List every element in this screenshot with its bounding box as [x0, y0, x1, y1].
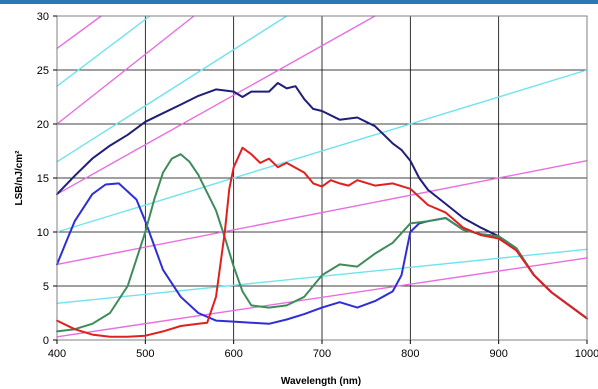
y-tick-label: 0	[43, 335, 49, 347]
y-tick-label: 25	[37, 65, 49, 77]
x-tick-label: 500	[136, 348, 154, 360]
reference-line-10	[56, 15, 288, 163]
x-tick-label: 600	[224, 348, 242, 360]
reference-line-7	[56, 159, 588, 266]
y-tick-label: 20	[37, 119, 49, 131]
y-axis-title: LSB/nJ/cm²	[14, 150, 25, 206]
series-layer	[56, 15, 588, 338]
reference-line-8	[56, 257, 588, 338]
x-tick-label: 400	[48, 348, 66, 360]
y-tick-label: 15	[37, 173, 49, 185]
x-axis-ticks: 400 500 600 700 800 900 1000	[48, 340, 598, 360]
reference-line-9	[56, 15, 151, 87]
y-tick-label: 30	[37, 11, 49, 23]
y-axis-ticks: 0 5 10 15 20 25 30	[37, 11, 57, 347]
series-line-2	[56, 153, 588, 333]
x-tick-label: 900	[489, 348, 507, 360]
reference-line-5	[56, 15, 195, 125]
x-tick-label: 800	[401, 348, 419, 360]
y-tick-label: 10	[37, 227, 49, 239]
reference-line-4	[56, 15, 102, 50]
series-line-0	[56, 82, 588, 320]
x-axis-title: Wavelength (nm)	[281, 376, 361, 387]
top-accent-bar	[0, 0, 598, 4]
y-tick-label: 5	[43, 281, 49, 293]
x-tick-label: 700	[313, 348, 331, 360]
reference-line-11	[56, 69, 588, 233]
series-line-3	[56, 146, 588, 338]
reference-line-6	[56, 15, 376, 195]
x-tick-label: 1000	[575, 348, 598, 360]
